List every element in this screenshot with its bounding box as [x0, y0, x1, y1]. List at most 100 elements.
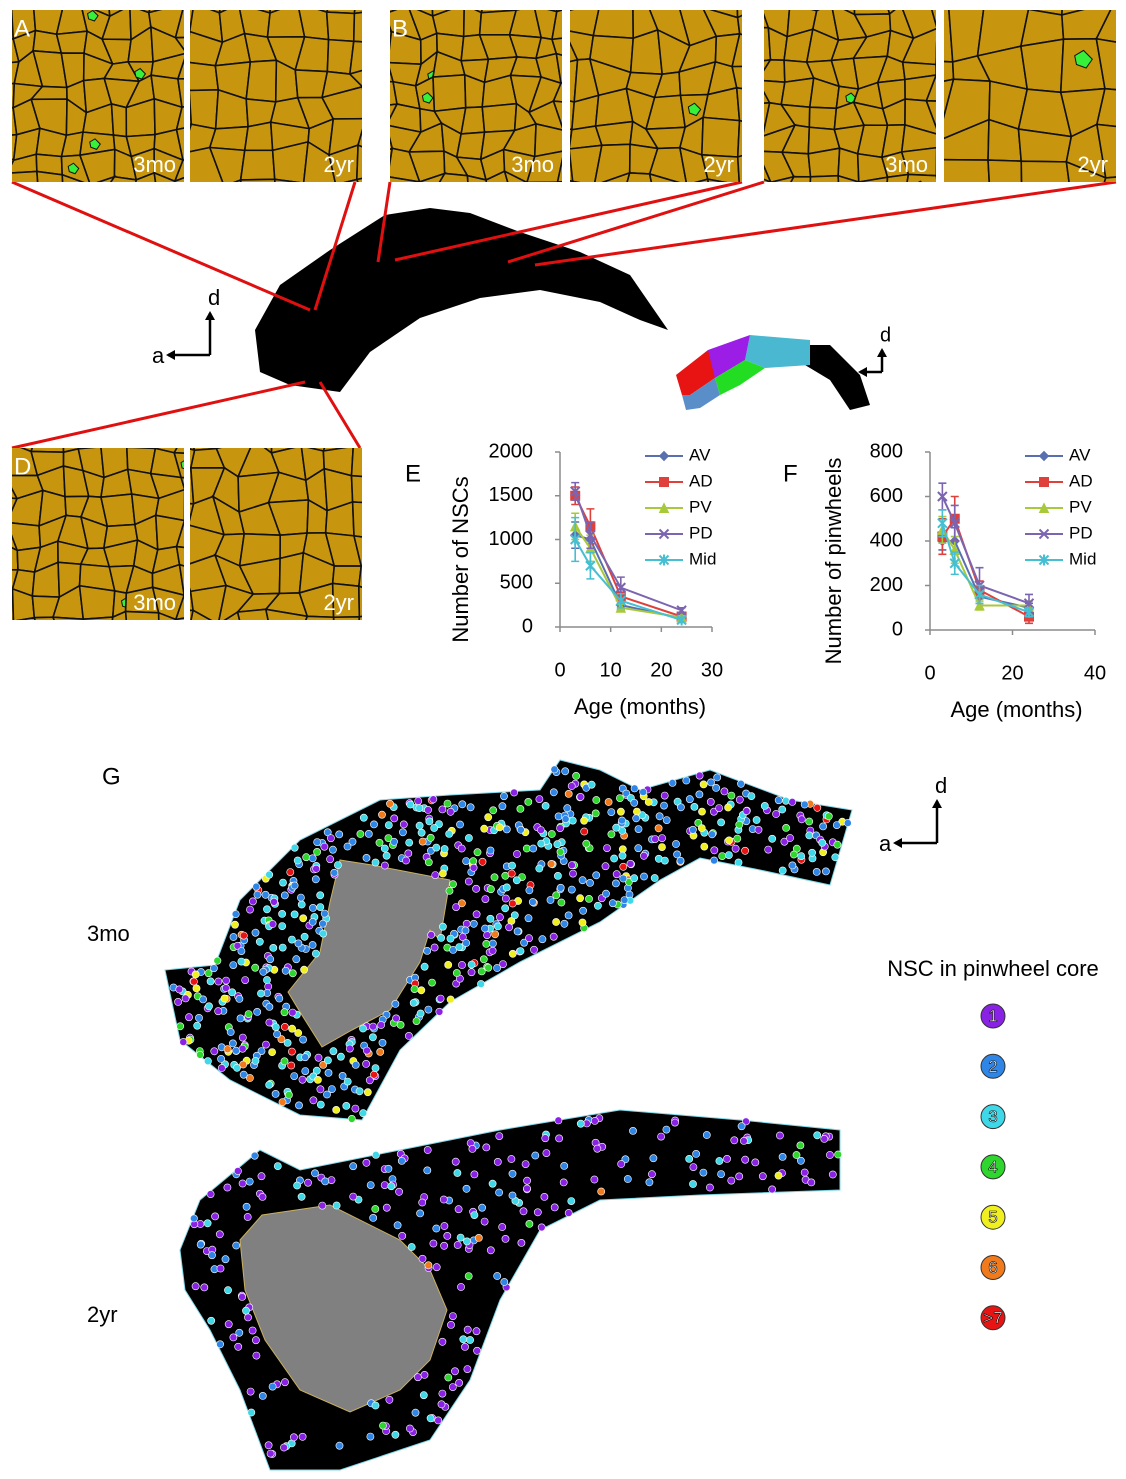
nsc-dot — [453, 904, 460, 911]
nsc-dot — [526, 1220, 533, 1227]
nsc-dot — [428, 979, 435, 986]
nsc-dot — [797, 1142, 804, 1149]
legend-label: 2 — [988, 1057, 997, 1076]
nsc-dot — [598, 1188, 605, 1195]
nsc-dot — [246, 906, 253, 913]
orientation-label: d — [935, 773, 947, 798]
y-tick-label: 600 — [870, 485, 903, 507]
nsc-dot — [489, 1180, 496, 1187]
nsc-dot — [295, 1029, 302, 1036]
cell — [359, 586, 392, 617]
nsc-dot — [640, 852, 647, 859]
nsc-dot — [314, 1076, 321, 1083]
nsc-dot — [446, 887, 453, 894]
nsc-dot — [470, 920, 477, 927]
tile-label: 2yr — [1077, 152, 1108, 177]
nsc-dot — [330, 1048, 337, 1055]
nsc-dot — [236, 1329, 243, 1336]
nsc-dot — [506, 924, 513, 931]
legend-marker — [1040, 478, 1049, 487]
stem-cell — [41, 624, 52, 635]
nsc-dot — [541, 1193, 548, 1200]
nsc-dot — [565, 912, 572, 919]
cell — [301, 412, 334, 451]
nsc-dot — [459, 801, 466, 808]
nsc-dot — [267, 1450, 274, 1457]
nsc-dot — [446, 830, 453, 837]
cell — [904, 200, 939, 231]
nsc-dot — [350, 1163, 357, 1170]
nsc-dot — [826, 1151, 833, 1158]
cell — [988, 160, 1022, 217]
nsc-dot — [385, 1165, 392, 1172]
nsc-dot — [703, 1131, 710, 1138]
cell — [7, 640, 43, 663]
nsc-dot — [456, 1379, 463, 1386]
nsc-dot — [346, 1045, 353, 1052]
nsc-dot — [775, 1172, 782, 1179]
nsc-dot — [648, 1171, 655, 1178]
legend-label: PD — [1069, 523, 1093, 542]
cell — [381, 558, 420, 596]
nsc-dot — [530, 845, 537, 852]
y-tick-label: 800 — [870, 440, 903, 462]
nsc-dot — [274, 1163, 281, 1170]
nsc-dot — [182, 995, 189, 1002]
cell — [323, 421, 362, 451]
nsc-dot — [272, 1024, 279, 1031]
cell — [334, 617, 360, 646]
nsc-dot — [494, 1272, 501, 1279]
nsc-dot — [718, 819, 725, 826]
nsc-dot — [386, 800, 393, 807]
cell — [362, 87, 392, 125]
cell — [0, 586, 13, 623]
nsc-dot — [190, 978, 197, 985]
nsc-dot — [509, 900, 516, 907]
nsc-dot — [646, 1179, 653, 1186]
nsc-dot — [706, 1184, 713, 1191]
nsc-map — [180, 1110, 842, 1470]
nsc-dot — [487, 1247, 494, 1254]
nsc-dot — [421, 1371, 428, 1378]
nsc-dot — [564, 805, 571, 812]
cell — [949, 0, 985, 9]
nsc-dot — [509, 1170, 516, 1177]
nsc-dot — [503, 884, 510, 891]
nsc-dot — [565, 1209, 572, 1216]
nsc-dot — [400, 821, 407, 828]
nsc-dot — [620, 875, 627, 882]
nsc-dot — [467, 1336, 474, 1343]
cell — [788, 0, 817, 11]
nsc-dot — [691, 803, 698, 810]
nsc-dot — [238, 958, 245, 965]
nsc-dot — [438, 934, 445, 941]
nsc-dot — [798, 816, 805, 823]
cell — [187, 62, 218, 90]
nsc-dot — [317, 1086, 324, 1093]
cell — [647, 0, 679, 6]
cell — [295, 640, 334, 677]
nsc-dot — [551, 766, 558, 773]
nsc-dot — [568, 1198, 575, 1205]
nsc-dot — [593, 796, 600, 803]
nsc-dot — [252, 929, 259, 936]
tile-label: 2yr — [323, 590, 354, 615]
cell — [901, 0, 930, 5]
nsc-dot — [416, 805, 423, 812]
nsc-dot — [339, 1072, 346, 1079]
nsc-dot — [304, 1179, 311, 1186]
nsc-dot — [356, 1088, 363, 1095]
cell — [363, 53, 393, 82]
nsc-dot — [738, 1123, 745, 1130]
nsc-dot — [272, 1090, 279, 1097]
nsc-dot — [229, 1040, 236, 1047]
nsc-dot — [581, 817, 588, 824]
stem-cell — [564, 206, 575, 217]
cell — [0, 442, 11, 475]
row-label: 3mo — [87, 921, 130, 946]
nsc-dot — [686, 796, 693, 803]
panel-label: D — [14, 453, 31, 480]
y-tick-label: 1000 — [489, 528, 534, 550]
nsc-dot — [530, 946, 537, 953]
cell — [809, 107, 836, 129]
